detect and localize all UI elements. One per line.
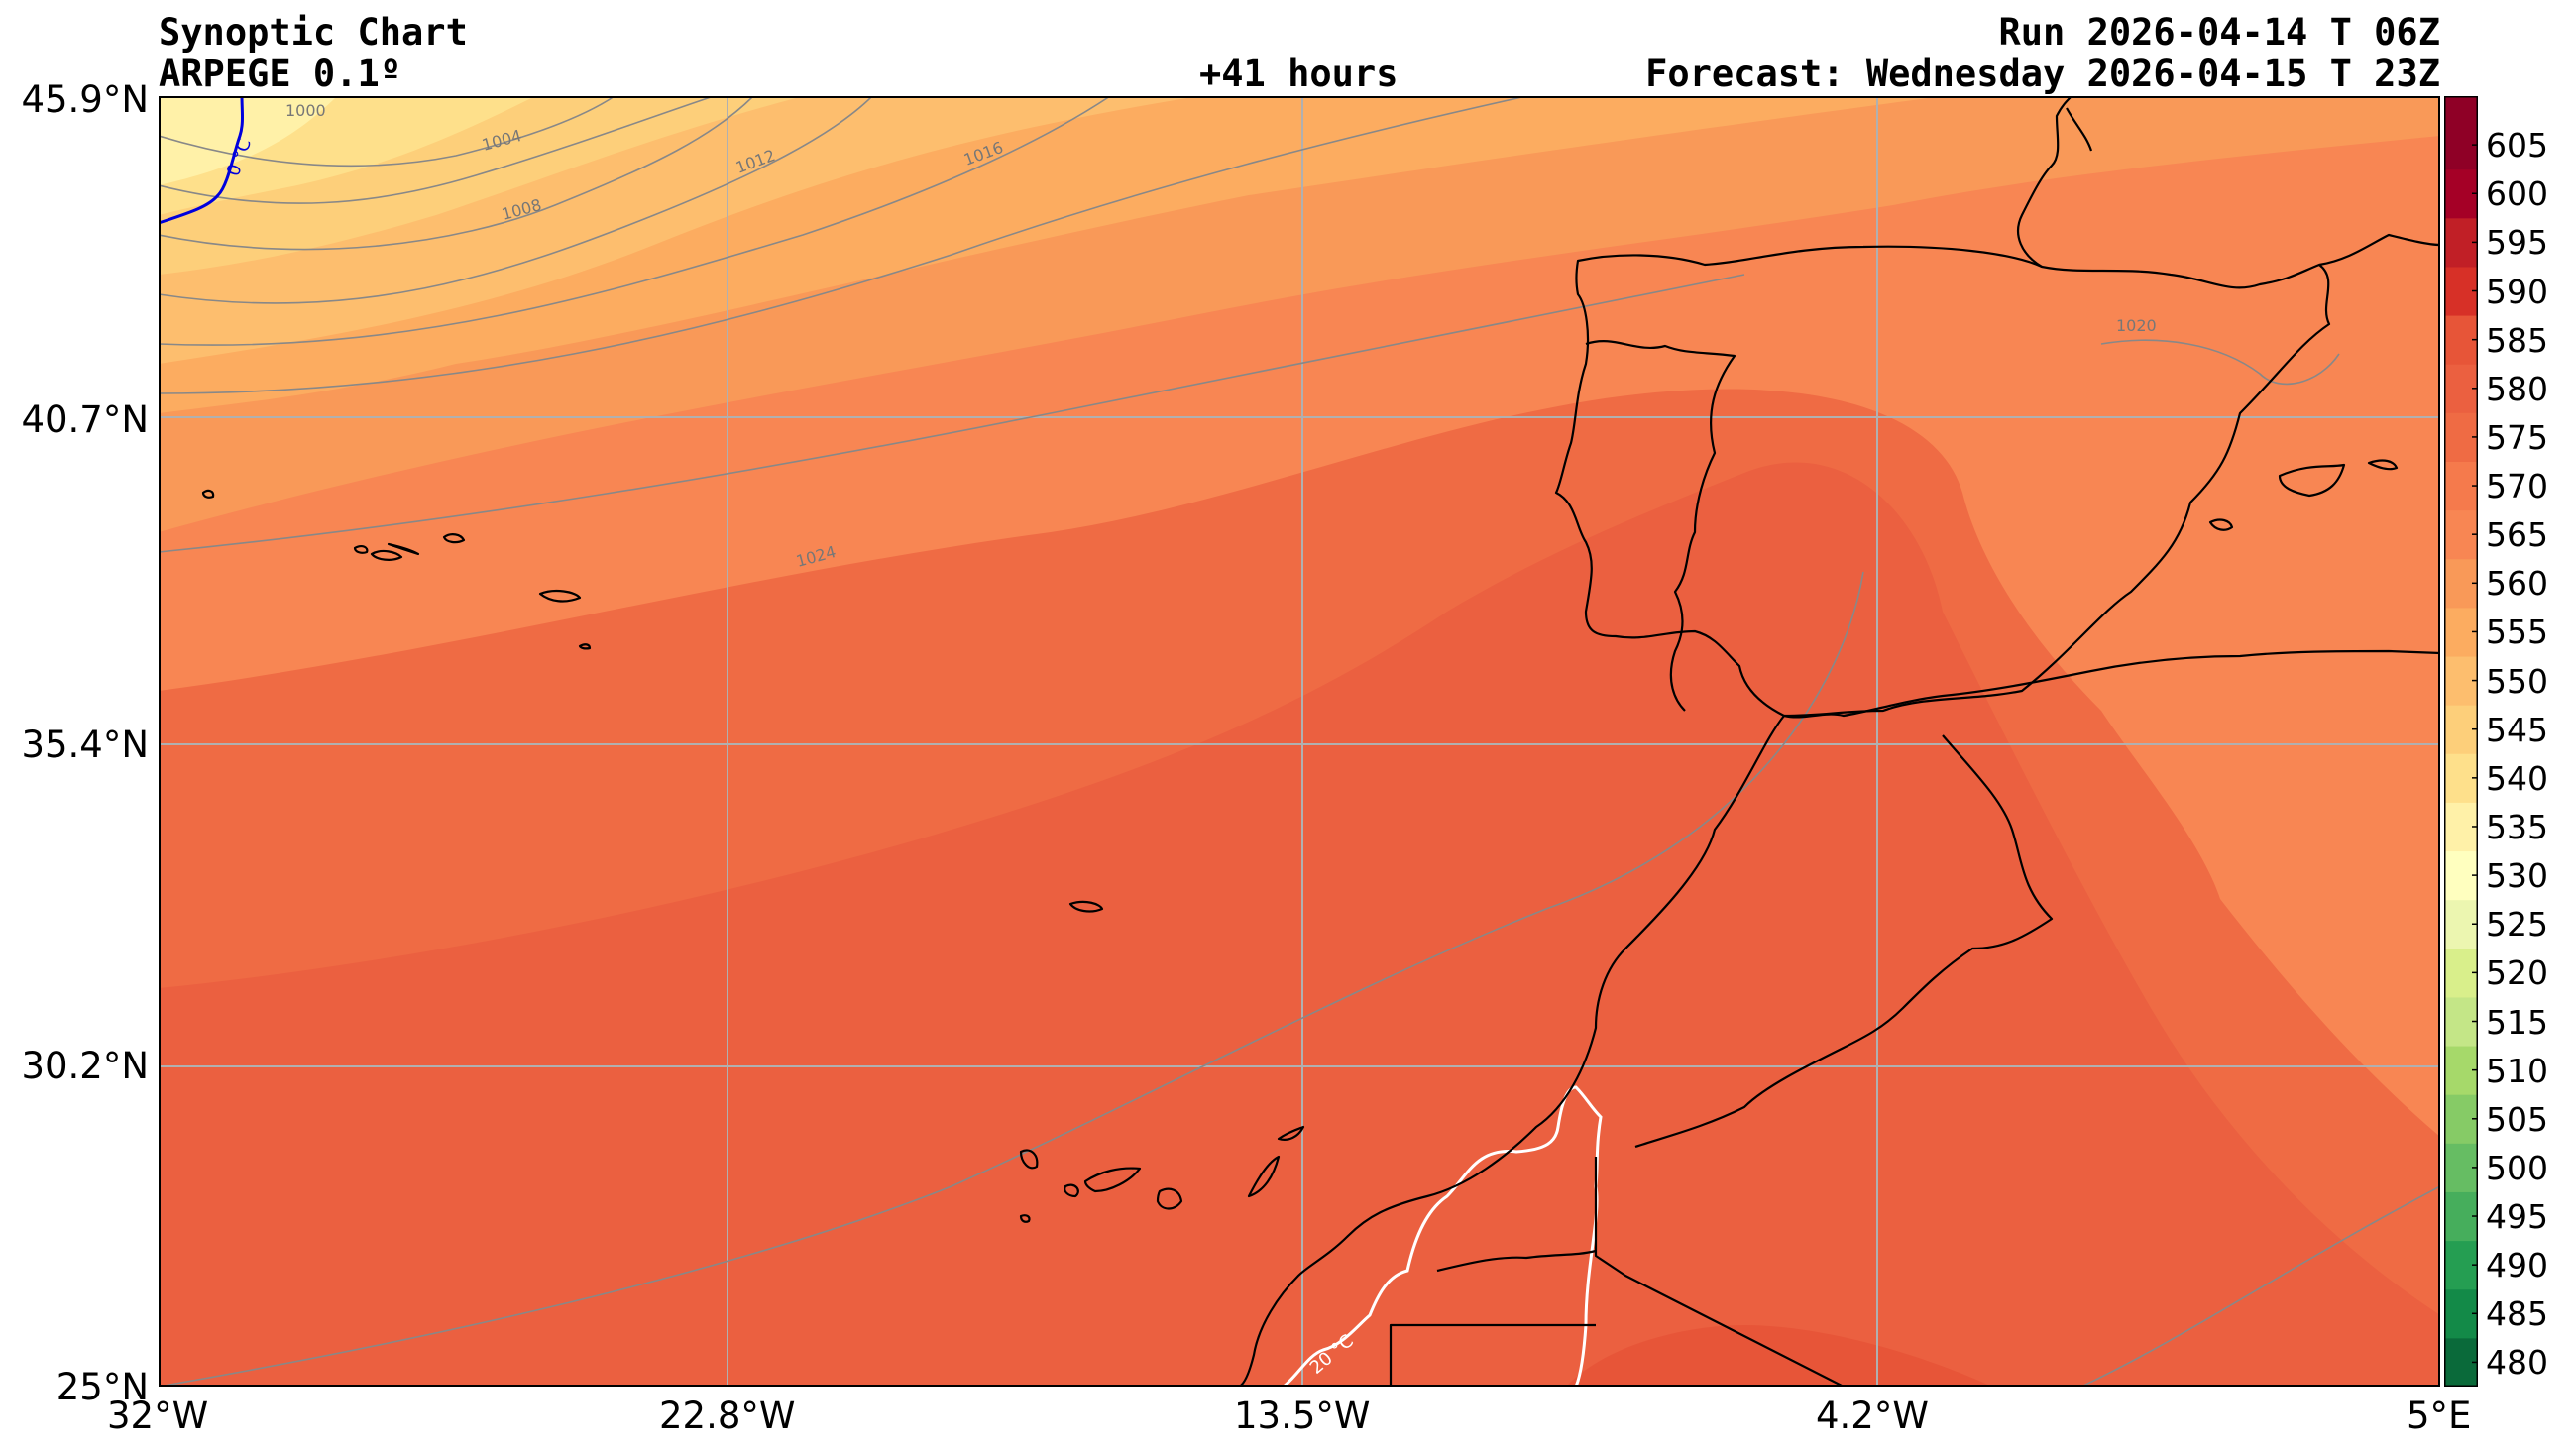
- azores-island: [387, 542, 420, 556]
- madeira: [1068, 900, 1104, 913]
- canary-island: [1156, 1187, 1183, 1210]
- colorbar-label: 500: [2486, 1148, 2548, 1187]
- colorbar-label: 490: [2486, 1246, 2548, 1285]
- colorbar-label: 550: [2486, 661, 2548, 701]
- lon-label: 4.2°W: [1816, 1395, 1929, 1437]
- africa-coast: [1238, 715, 1785, 1387]
- colorbar-label: 530: [2486, 856, 2548, 896]
- brittany-coast: [2066, 107, 2093, 152]
- canary-island: [1019, 1149, 1039, 1170]
- colorbar-label: 560: [2486, 564, 2548, 604]
- colorbar-label: 535: [2486, 807, 2548, 846]
- run-time: Run 2026-04-14 T 06Z: [1998, 11, 2440, 54]
- menorca: [2367, 459, 2399, 471]
- lead-time: +41 hours: [1199, 53, 1399, 95]
- africa-north-coast: [1783, 649, 2440, 719]
- colorbar-label: 590: [2486, 272, 2548, 311]
- canary-island: [1019, 1214, 1031, 1223]
- colorbar-label: 600: [2486, 174, 2548, 214]
- colorbar-label: 605: [2486, 126, 2548, 166]
- western-sahara-border: [1594, 1157, 1845, 1387]
- colorbar-label: 585: [2486, 320, 2548, 360]
- model-name: ARPEGE 0.1º: [159, 53, 402, 95]
- iberia-coast: [1554, 245, 2331, 718]
- canary-island: [1277, 1125, 1305, 1141]
- mauritania-border: [1389, 1323, 1596, 1387]
- colorbar-label: 545: [2486, 710, 2548, 749]
- azores-island: [201, 489, 215, 499]
- mediterranean-france: [2318, 233, 2440, 267]
- lon-label: 32°W: [107, 1395, 209, 1437]
- portugal-border: [1585, 340, 1736, 712]
- colorbar: [2444, 96, 2478, 1387]
- isobar-lines: [159, 96, 2440, 1387]
- colorbar-label: 565: [2486, 515, 2548, 555]
- lat-label: 25°N: [56, 1366, 149, 1408]
- colorbar-label: 510: [2486, 1051, 2548, 1090]
- isobar-label-1020: 1020: [2116, 316, 2157, 335]
- coastlines: [201, 96, 2440, 1387]
- azores-island: [353, 545, 369, 554]
- canary-island: [1064, 1183, 1079, 1198]
- canary-island: [1083, 1167, 1142, 1193]
- lat-label: 40.7°N: [21, 398, 149, 441]
- canary-island: [1247, 1155, 1281, 1198]
- grid-lines: [159, 96, 2440, 1387]
- colorbar-frame: [2444, 96, 2478, 1387]
- lat-label: 30.2°N: [21, 1045, 149, 1087]
- colorbar-label: 540: [2486, 758, 2548, 798]
- mallorca: [2278, 463, 2346, 498]
- azores-island: [538, 589, 582, 603]
- chart-title: Synoptic Chart: [159, 11, 468, 54]
- colorbar-label: 595: [2486, 223, 2548, 263]
- colorbar-label: 480: [2486, 1343, 2548, 1383]
- colorbar-label: 570: [2486, 467, 2548, 506]
- colorbar-label: 580: [2486, 369, 2548, 408]
- synoptic-map[interactable]: 1000 1004 1008 1012 1016 1020 1024 0 °C …: [159, 96, 2440, 1387]
- morocco-sahara-line: [1436, 1249, 1597, 1273]
- azores-island: [442, 533, 466, 544]
- ibiza: [2208, 518, 2234, 531]
- colorbar-label: 485: [2486, 1294, 2548, 1334]
- geopotential-band-585: [159, 462, 2440, 1387]
- colorbar-label: 515: [2486, 1002, 2548, 1042]
- lat-label: 35.4°N: [21, 724, 149, 766]
- geopotential-band-545: [159, 96, 337, 185]
- morocco-algeria-border: [1634, 734, 2054, 1149]
- france-coast: [2017, 96, 2072, 268]
- azores-island: [578, 643, 592, 650]
- colorbar-label: 575: [2486, 417, 2548, 457]
- lon-label: 13.5°W: [1234, 1395, 1371, 1437]
- isotherm-0c: [159, 96, 244, 225]
- isobar-labels: 1000 1004 1008 1012 1016 1020 1024: [285, 101, 2157, 571]
- colorbar-label: 520: [2486, 953, 2548, 993]
- lon-label: 5°E: [2407, 1395, 2472, 1437]
- colorbar-label: 525: [2486, 905, 2548, 945]
- azores-island: [370, 549, 403, 561]
- isobar-label-1000: 1000: [285, 101, 326, 120]
- map-frame: [159, 96, 2440, 1387]
- lon-label: 22.8°W: [659, 1395, 796, 1437]
- colorbar-extension: [2444, 96, 2478, 122]
- colorbar-label: 495: [2486, 1197, 2548, 1237]
- forecast-time: Forecast: Wednesday 2026-04-15 T 23Z: [1645, 53, 2440, 95]
- colorbar-label: 505: [2486, 1099, 2548, 1139]
- geopotential-band-590: [1566, 1325, 1992, 1387]
- lat-label: 45.9°N: [21, 78, 149, 121]
- colorbar-label: 555: [2486, 613, 2548, 652]
